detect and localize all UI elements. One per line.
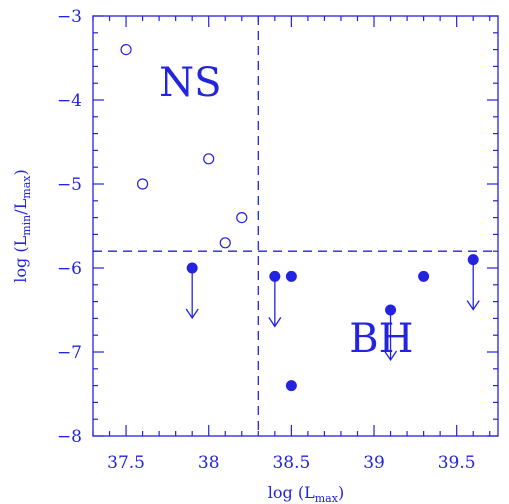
x-axis-label-subscript: max — [315, 492, 339, 504]
divider-lines — [93, 16, 498, 436]
x-axis-label-text: log (L — [268, 483, 315, 502]
y-tick-label: −5 — [57, 175, 82, 195]
upper-limit-arrow — [268, 276, 282, 328]
x-tick-label: 38.5 — [272, 453, 310, 473]
x-axis-label-close: ) — [338, 483, 344, 502]
upper-limit-arrow — [384, 310, 398, 362]
x-axis-label: log (Lmax) — [268, 483, 344, 504]
filled-circle-point — [285, 380, 297, 392]
annotations: NS BH — [159, 60, 413, 362]
x-tick-label: 39 — [363, 453, 385, 473]
filled-circle-point — [418, 270, 430, 282]
y-axis-label-sub2: max — [20, 175, 33, 199]
data-points — [120, 43, 480, 392]
arrow-head — [185, 308, 199, 320]
y-tick-label: −4 — [57, 91, 82, 111]
arrow-head — [466, 300, 480, 311]
open-circle-point — [203, 153, 215, 165]
open-circle-point — [219, 237, 231, 249]
open-circle-point — [120, 43, 132, 56]
region-label-ns: NS — [159, 60, 221, 106]
x-tick-label: 37.5 — [107, 453, 145, 473]
y-tick-label: −7 — [57, 343, 82, 363]
axis-ticks: 37.5 38 38.5 39 39.5 −3 −4 −5 −6 −7 −8 — [57, 7, 498, 473]
y-axis-label-sub1: min — [20, 215, 33, 236]
y-axis-label-close: ) — [11, 169, 30, 175]
open-circle-point — [136, 178, 149, 190]
upper-limit-arrow — [466, 259, 480, 311]
arrow-head — [268, 317, 282, 328]
filled-circle-point — [285, 270, 297, 282]
region-label-bh: BH — [349, 316, 413, 362]
x-tick-label: 38 — [198, 453, 220, 473]
y-axis-label-text: log (L — [11, 235, 30, 282]
plot-frame — [92, 15, 499, 437]
y-tick-label: −6 — [57, 259, 82, 279]
y-axis-label: log (Lmin/Lmax) — [11, 169, 33, 282]
open-circle-point — [236, 212, 248, 224]
y-tick-label: −8 — [57, 427, 82, 447]
x-tick-label: 39.5 — [438, 453, 476, 473]
y-axis-label-slash: /L — [11, 198, 30, 214]
y-tick-label: −3 — [57, 7, 82, 27]
upper-limit-arrow — [185, 268, 199, 320]
arrow-head — [384, 350, 398, 362]
